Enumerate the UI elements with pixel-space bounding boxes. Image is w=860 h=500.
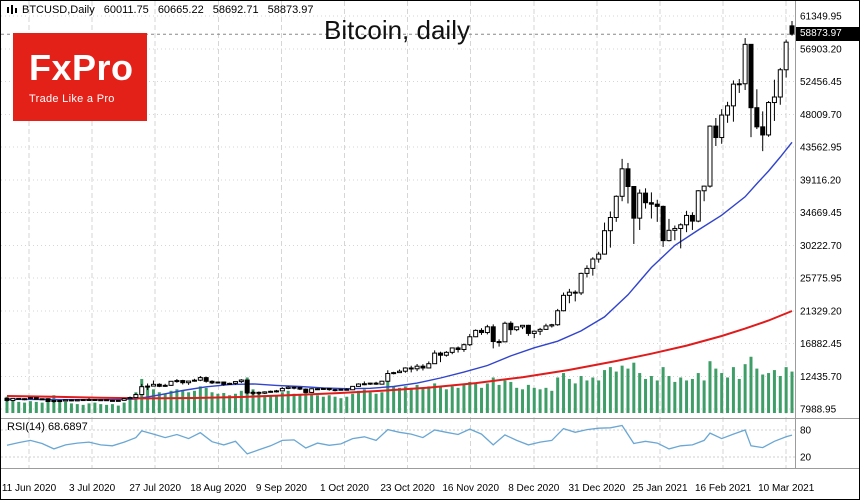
- price-axis-label: 16882.45: [800, 339, 842, 350]
- price-axis-label: 7988.95: [800, 405, 837, 416]
- date-axis-label: 31 Dec 2020: [569, 483, 626, 494]
- candlestick-icon: [7, 5, 17, 14]
- date-axis-label: 16 Feb 2021: [695, 483, 752, 494]
- price-axis-label: 52456.45: [800, 77, 842, 88]
- bar-high-value: 60665.22: [157, 4, 204, 16]
- date-axis-label: 23 Oct 2020: [380, 483, 435, 494]
- price-axis-label: 39116.20: [800, 175, 841, 186]
- price-axis-label: 12435.70: [800, 372, 842, 383]
- rsi-line: [6, 424, 793, 455]
- rsi-indicator-label: RSI(14) 68.6897: [7, 421, 88, 433]
- fxpro-tagline-text: Trade Like a Pro: [29, 92, 115, 105]
- moving-averages: [6, 141, 793, 401]
- rsi-level-label: 20: [800, 453, 812, 464]
- date-gridlines: 11 Jun 2020 3 Jul 2020 27 Jul 2020 18 Aug 2…: [2, 1, 815, 494]
- price-axis-label: 61349.95: [800, 12, 842, 23]
- price-axis-label: 34669.45: [800, 208, 842, 219]
- price-axis-label: 43562.95: [800, 143, 842, 154]
- volume-bars: [5, 356, 794, 413]
- bar-close-value: 58873.97: [267, 4, 314, 16]
- date-axis-label: 10 Mar 2021: [758, 483, 815, 494]
- price-axis-label: 30222.70: [800, 241, 842, 252]
- current-price-badge: 58873.97: [796, 27, 859, 42]
- price-axis-label: 25775.95: [800, 274, 842, 285]
- date-axis-label: 18 Aug 2020: [190, 483, 247, 494]
- ma-fast-line: [6, 141, 793, 401]
- date-axis-label: 11 Jun 2020: [2, 483, 57, 494]
- fxpro-logo: FxPro Trade Like a Pro: [13, 33, 147, 121]
- price-axis-label: 56903.20: [800, 44, 842, 55]
- price-axis-label: 48009.70: [800, 110, 842, 121]
- date-axis-label: 27 Jul 2020: [129, 483, 181, 494]
- date-axis-label: 3 Jul 2020: [69, 483, 116, 494]
- bar-low-value: 58692.71: [212, 4, 259, 16]
- ma-slow-line: [6, 310, 793, 400]
- date-axis-label: 16 Nov 2020: [442, 483, 499, 494]
- pane-separators: [1, 1, 859, 469]
- candlesticks: [4, 21, 795, 403]
- symbol-info-bar: BTCUSD,Daily 60011.75 60665.22 58692.71 …: [7, 4, 313, 16]
- fxpro-brand-text: FxPro: [29, 46, 134, 88]
- rsi-pane: 80 20: [1, 424, 812, 464]
- date-axis-label: 25 Jan 2021: [632, 483, 687, 494]
- rsi-level-label: 80: [800, 426, 812, 437]
- date-axis-label: 8 Dec 2020: [508, 483, 560, 494]
- date-axis-label: 1 Oct 2020: [320, 483, 369, 494]
- date-axis-label: 9 Sep 2020: [256, 483, 308, 494]
- bar-open-value: 60011.75: [103, 4, 149, 16]
- symbol-timeframe: BTCUSD,Daily: [22, 4, 95, 16]
- price-axis-label: 21329.20: [800, 306, 842, 317]
